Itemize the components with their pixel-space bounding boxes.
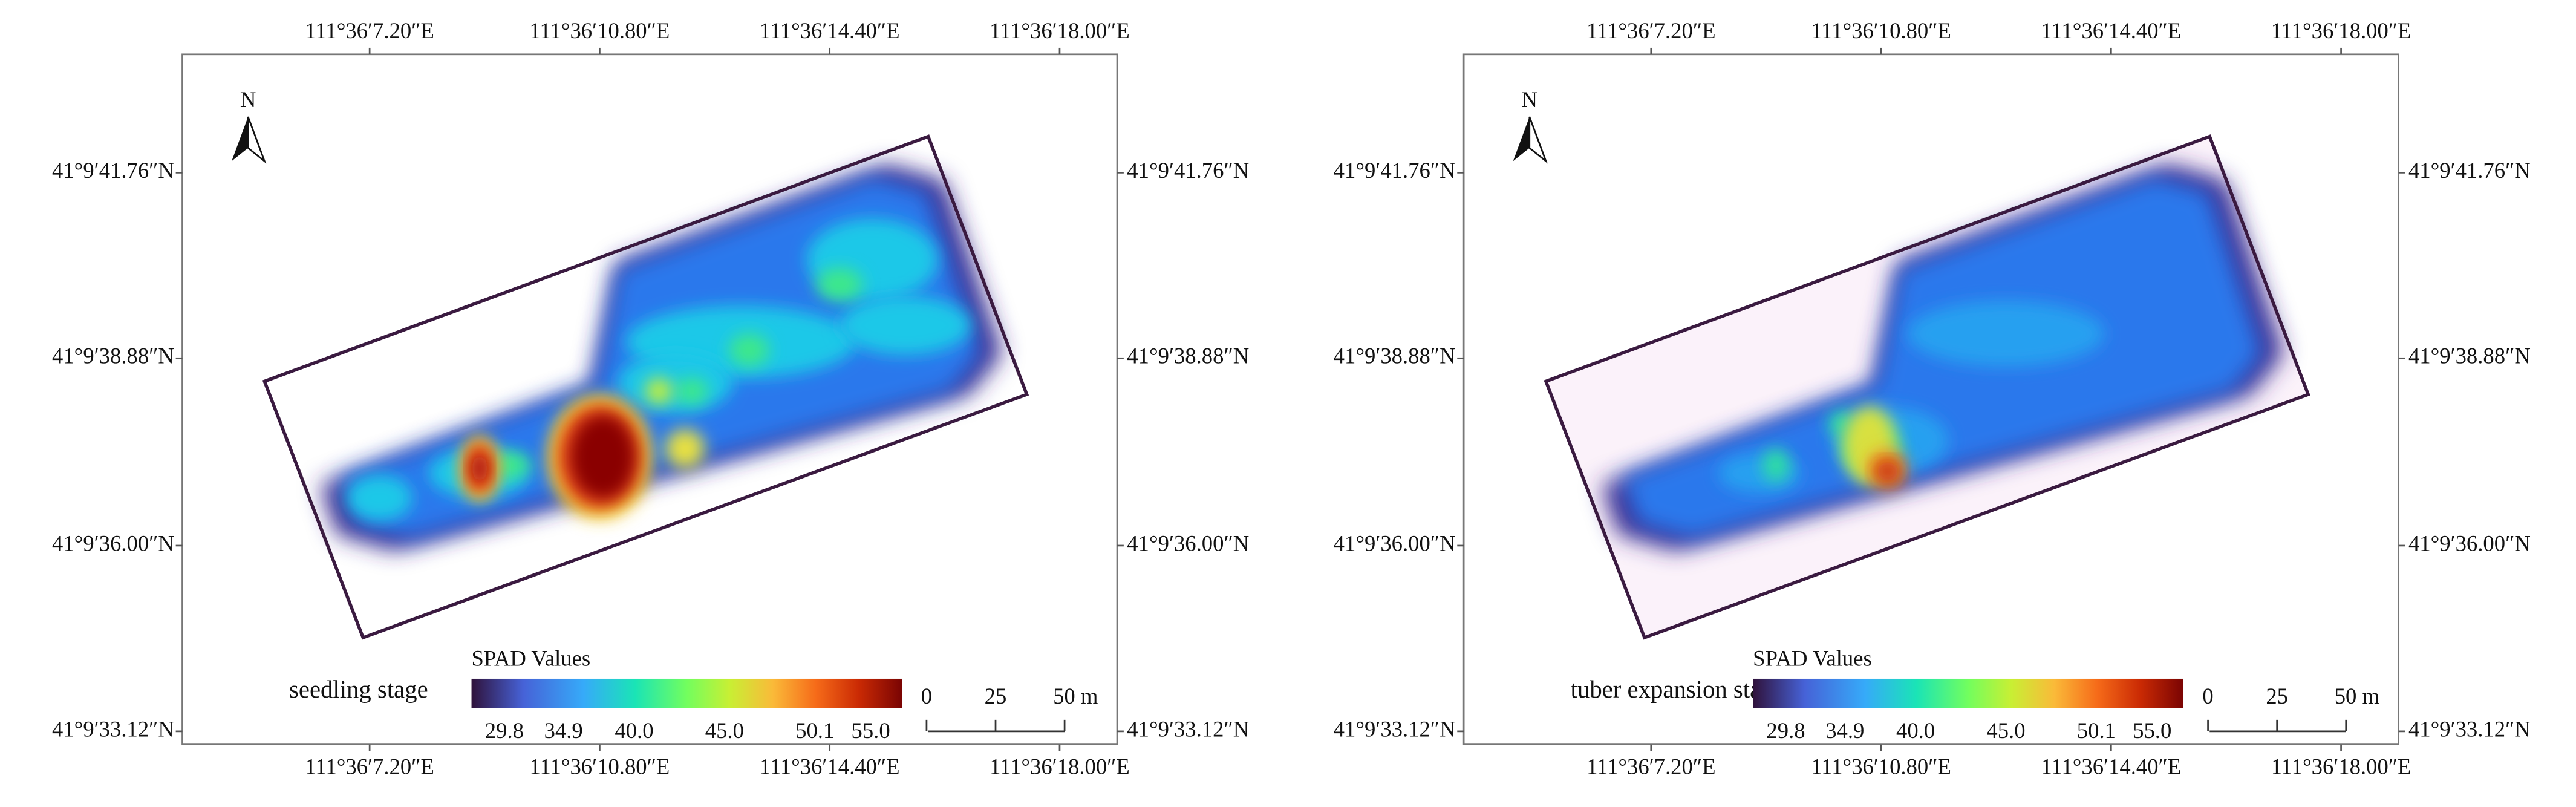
heat-red: [570, 414, 636, 500]
scale-bar-label: 25: [985, 684, 1007, 708]
heat-yellow: [645, 377, 672, 405]
right-axis-label: 41°9′36.00″N: [2408, 531, 2531, 555]
map-area: 111°36′7.20″E 111°36′7.20″E 111°36′10.80″E…: [52, 18, 1249, 779]
north-label: N: [240, 87, 256, 112]
top-axis-label: 111°36′14.40″E: [2041, 18, 2181, 43]
field-boundary: [262, 134, 1029, 640]
north-arrow: [247, 116, 267, 164]
color-bar: [1753, 678, 2183, 708]
scale-bar-label: 0: [2202, 684, 2213, 708]
heat-lightblue: [1907, 301, 2105, 367]
bottom-axis-label: 111°36′10.80″E: [1811, 754, 1951, 779]
north-label: N: [1522, 87, 1537, 112]
right-axis-label: 41°9′38.88″N: [1127, 344, 1249, 368]
right-axis-label: 41°9′41.76″N: [1127, 158, 1249, 183]
left-axis-label: 41°9′38.88″N: [1334, 344, 1456, 368]
left-axis-label: 41°9′33.12″N: [1334, 716, 1456, 741]
bottom-axis-label: 111°36′7.20″E: [305, 754, 434, 779]
right-axis-label: 41°9′33.12″N: [2408, 716, 2531, 741]
legend-tick-label: 50.1: [2077, 718, 2116, 743]
heat-red: [1876, 462, 1899, 482]
left-axis-label: 41°9′38.88″N: [52, 344, 174, 368]
right-axis-label: 41°9′33.12″N: [1127, 716, 1249, 741]
legend-tick-label: 55.0: [2133, 718, 2171, 743]
legend-tick-label: 55.0: [852, 718, 890, 743]
left-axis-label: 41°9′36.00″N: [1334, 531, 1456, 555]
scale-bar-label: 25: [2266, 684, 2288, 708]
bottom-axis-label: 111°36′14.40″E: [2041, 754, 2181, 779]
heat-cyan: [839, 296, 971, 355]
legend-tick-label: 29.8: [1766, 718, 1805, 743]
legend-tick-label: 45.0: [705, 718, 744, 743]
heat-red: [471, 453, 488, 483]
legend-tick-label: 50.1: [795, 718, 834, 743]
left-axis-label: 41°9′33.12″N: [52, 716, 174, 741]
left-axis-label: 41°9′41.76″N: [52, 158, 174, 183]
top-axis-label: 111°36′7.20″E: [1586, 18, 1715, 43]
stage-label: tuber expansion stage: [1571, 676, 1784, 703]
heat-cyan: [618, 353, 733, 413]
bottom-axis-label: 111°36′10.80″E: [530, 754, 670, 779]
heat-surface: [1602, 164, 2284, 551]
bottom-axis-label: 111°36′7.20″E: [1586, 754, 1715, 779]
north-arrow: [1528, 116, 1548, 164]
legend-tick-label: 40.0: [1896, 718, 1935, 743]
north-arrow: [231, 117, 249, 162]
legend-tick-label: 45.0: [1986, 718, 2025, 743]
heat-green: [729, 333, 769, 367]
map-panel: 111°36′7.20″E 111°36′7.20″E 111°36′10.80″E…: [1334, 18, 2531, 779]
right-axis-label: 41°9′41.76″N: [2408, 158, 2531, 183]
legend-tick-label: 29.8: [485, 718, 524, 743]
top-axis-label: 111°36′10.80″E: [530, 18, 670, 43]
heat-green: [675, 377, 708, 405]
field-boundary: [1544, 134, 2310, 640]
heat-yellow: [665, 429, 705, 469]
bottom-axis-label: 111°36′14.40″E: [760, 754, 900, 779]
right-axis-label: 41°9′38.88″N: [2408, 344, 2531, 368]
heat-green: [491, 452, 531, 479]
heat-green: [1762, 448, 1789, 482]
heat-cyan: [347, 475, 412, 521]
left-axis-label: 41°9′36.00″N: [52, 531, 174, 555]
top-axis-label: 111°36′10.80″E: [1811, 18, 1951, 43]
top-axis-label: 111°36′14.40″E: [760, 18, 900, 43]
scale-bar-label: 50 m: [1053, 684, 1098, 708]
stage-label: seedling stage: [289, 676, 428, 703]
legend-tick-label: 40.0: [615, 718, 653, 743]
heat-surface: [320, 164, 1002, 551]
scale-bar-label: 0: [921, 684, 932, 708]
legend-title: SPAD Values: [1753, 645, 1872, 670]
color-bar: [471, 678, 902, 708]
map-area: 111°36′7.20″E 111°36′7.20″E 111°36′10.80″E…: [1334, 18, 2531, 779]
top-axis-label: 111°36′18.00″E: [990, 18, 1130, 43]
scale-bar-label: 50 m: [2335, 684, 2379, 708]
legend-title: SPAD Values: [472, 645, 591, 670]
bottom-axis-label: 111°36′18.00″E: [990, 754, 1130, 779]
map-panel: 111°36′7.20″E 111°36′7.20″E 111°36′10.80″E…: [52, 18, 1249, 779]
top-axis-label: 111°36′18.00″E: [2271, 18, 2411, 43]
legend-tick-label: 34.9: [1825, 718, 1864, 743]
left-axis-label: 41°9′41.76″N: [1334, 158, 1456, 183]
legend-tick-label: 34.9: [544, 718, 583, 743]
north-arrow: [1513, 117, 1530, 162]
heat-green: [816, 267, 863, 301]
right-axis-label: 41°9′36.00″N: [1127, 531, 1249, 555]
top-axis-label: 111°36′7.20″E: [305, 18, 434, 43]
bottom-axis-label: 111°36′18.00″E: [2271, 754, 2411, 779]
